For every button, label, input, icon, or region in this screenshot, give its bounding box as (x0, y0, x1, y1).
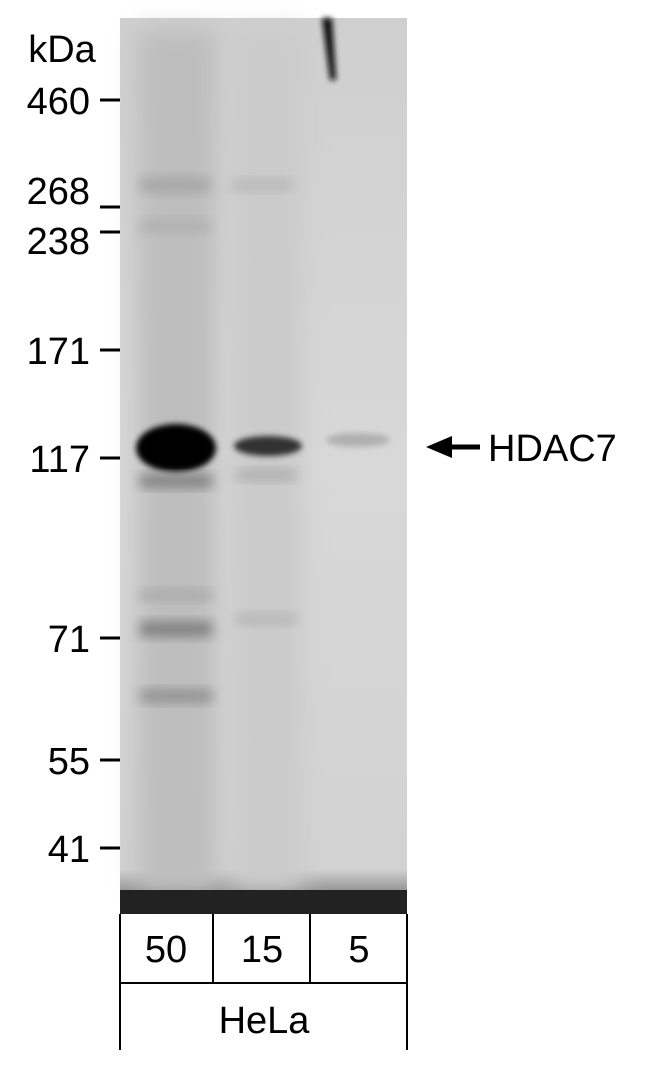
marker-label: 238 (27, 221, 90, 263)
target-label: HDAC7 (488, 428, 617, 470)
marker-label: 268 (27, 171, 90, 213)
lane-load-label: 5 (348, 929, 369, 971)
marker-label: 460 (27, 81, 90, 123)
marker-label: 71 (48, 619, 90, 661)
marker-label: 117 (29, 439, 90, 481)
target-arrow (426, 436, 480, 458)
lane-load-label: 50 (145, 929, 187, 971)
marker-label: 41 (48, 829, 90, 871)
unit-label: kDa (28, 29, 96, 71)
marker-label: 55 (48, 741, 90, 783)
blot-membrane (120, 18, 407, 914)
sample-label: HeLa (219, 1000, 311, 1042)
marker-label: 171 (27, 331, 90, 373)
lane-table (119, 914, 408, 1050)
lane-load-label: 15 (241, 929, 283, 971)
